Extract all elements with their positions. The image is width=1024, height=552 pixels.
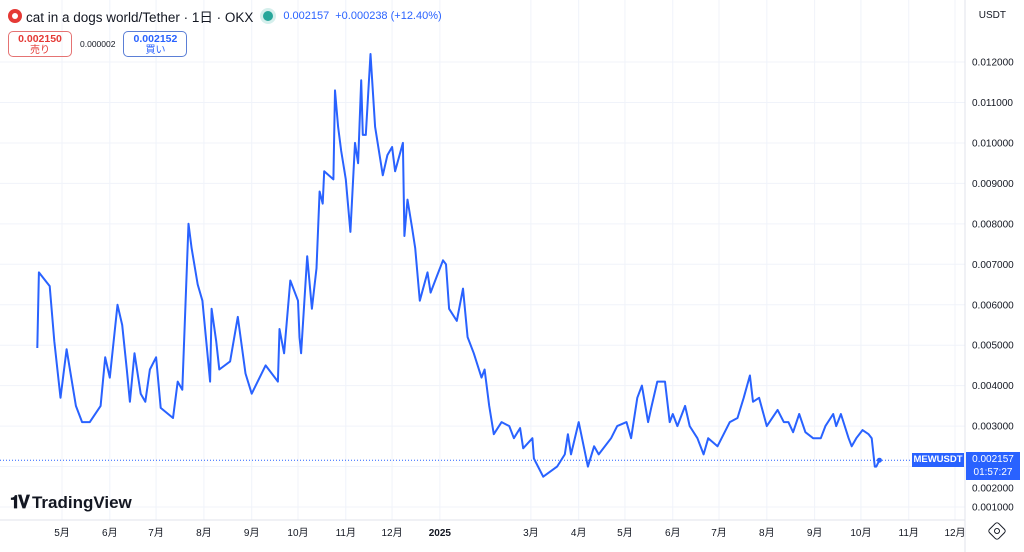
- price-tick-label: 0.008000: [972, 219, 1014, 230]
- tradingview-logo[interactable]: 𝟏𝐕 TradingView: [10, 492, 132, 513]
- price-tick-label: 0.001000: [972, 503, 1014, 514]
- last-price-point: [876, 457, 882, 463]
- buy-label: 買い: [145, 45, 166, 56]
- symbol-header[interactable]: cat in a dogs world/Tether · 1日 · OKX 0.…: [8, 6, 448, 26]
- spread: 0.000002: [80, 39, 116, 49]
- price-axis[interactable]: 0.001000 0.002000 0.003000 0.004000 0.005000…: [972, 58, 1014, 514]
- price-tick-label: 0.011000: [972, 98, 1013, 109]
- time-tick-label: 12月: [381, 527, 402, 539]
- time-tick-label: 9月: [244, 527, 260, 539]
- symbol-title[interactable]: cat in a dogs world/Tether · 1日 · OKX: [26, 10, 254, 25]
- time-tick-label: 5月: [617, 527, 633, 539]
- price-tick-label: 0.004000: [972, 381, 1014, 392]
- price-tag: 0.002157 01:57:27: [966, 452, 1020, 480]
- buy-button[interactable]: 0.002152 買い: [123, 31, 188, 57]
- market-status-icon: [263, 11, 274, 21]
- time-tick-label: 10月: [850, 527, 871, 539]
- time-tick-label: 7月: [148, 527, 164, 539]
- time-tick-label: 10月: [287, 527, 308, 539]
- coin-logo-icon: [8, 9, 22, 23]
- price-tick-label: 0.006000: [972, 300, 1014, 311]
- currency-selector[interactable]: USDT: [978, 10, 1006, 21]
- price-tag-countdown: 01:57:27: [973, 467, 1013, 478]
- time-tick-label: 2025: [429, 528, 452, 539]
- grid: [0, 0, 965, 520]
- price-tick-label: 0.003000: [972, 422, 1014, 433]
- price-change: +0.000238 (+12.40%): [335, 10, 442, 22]
- trade-panel: 0.002150 売り 0.000002 0.002152 買い: [8, 31, 188, 57]
- sell-price: 0.002150: [18, 33, 62, 45]
- time-tick-label: 4月: [571, 527, 587, 539]
- price-tick-label: 0.009000: [972, 179, 1014, 190]
- time-tick-label: 6月: [665, 527, 681, 539]
- price-tick-label: 0.002000: [972, 484, 1014, 495]
- sell-button[interactable]: 0.002150 売り: [8, 31, 72, 57]
- time-tick-label: 3月: [523, 527, 539, 539]
- price-tick-label: 0.012000: [972, 58, 1014, 69]
- last-price: 0.002157: [283, 10, 330, 22]
- price-tick-label: 0.010000: [972, 138, 1014, 149]
- time-tick-label: 5月: [54, 527, 70, 539]
- time-tick-label: 8月: [759, 527, 775, 539]
- buy-price: 0.002152: [133, 33, 178, 45]
- price-tag-price: 0.002157: [972, 454, 1014, 465]
- sell-label: 売り: [30, 45, 50, 56]
- time-tick-label: 8月: [196, 527, 212, 539]
- price-tick-label: 0.005000: [972, 341, 1014, 352]
- time-tick-label: 12月: [944, 527, 965, 539]
- time-tick-label: 7月: [711, 527, 727, 539]
- symbol-tag: MEWUSDT: [912, 453, 964, 467]
- tradingview-mark-icon: 𝟏𝐕: [10, 492, 30, 512]
- price-tick-label: 0.007000: [972, 260, 1014, 271]
- price-series-line: [36, 53, 881, 478]
- time-tick-label: 11月: [336, 527, 356, 539]
- time-tick-label: 6月: [102, 527, 118, 539]
- time-tick-label: 11月: [899, 527, 919, 539]
- time-tick-label: 9月: [807, 527, 823, 539]
- time-axis[interactable]: 5月 6月 7月 8月 9月 10月 11月 12月 2025 3月 4月 5月 6月 7月 8月 9月 10月…: [54, 527, 965, 539]
- brand-name: TradingView: [31, 492, 132, 512]
